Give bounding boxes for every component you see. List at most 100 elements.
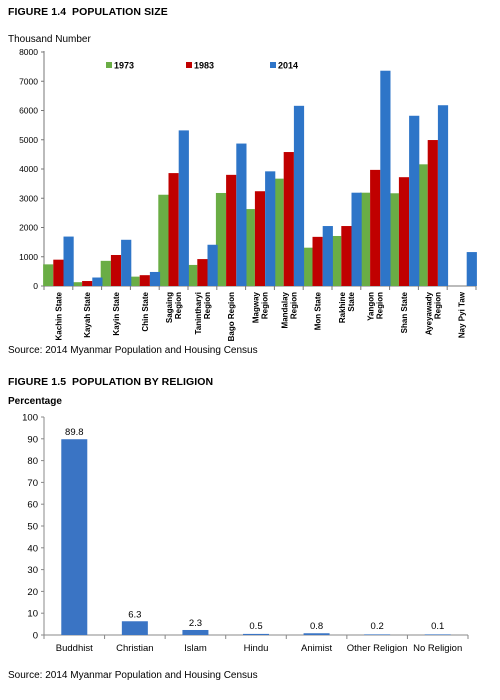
x-tick-label: Other Religion — [347, 643, 408, 654]
y-tick-label: 100 — [22, 413, 38, 424]
y-tick-label: 80 — [27, 456, 38, 467]
legend-label-2014: 2014 — [278, 61, 298, 71]
bar-1973-10 — [331, 235, 342, 286]
x-tick-label: Tanintharyi — [194, 292, 203, 335]
bar-2014-1 — [92, 277, 103, 286]
bar-1983-5 — [197, 259, 208, 286]
x-tick-label-group: Chin State — [141, 291, 150, 331]
y-tick-label: 40 — [27, 543, 38, 554]
y-axis-title: Percentage — [8, 396, 62, 407]
bar-1973-12 — [388, 193, 399, 286]
bar-1973-13 — [417, 164, 428, 286]
x-tick-label: Ayeyawady — [424, 291, 433, 335]
figure-1-4-source: Source: 2014 Myanmar Population and Hous… — [8, 345, 258, 356]
bar-1973-1 — [71, 282, 83, 286]
y-tick-label: 60 — [27, 500, 38, 511]
figure-1-5-caption: POPULATION BY RELIGION — [72, 376, 214, 388]
x-tick-label: Mandalay — [280, 291, 289, 328]
x-tick-label: Chin State — [141, 291, 150, 331]
x-tick-label-group: Bago Region — [227, 292, 236, 341]
x-tick-label: Christian — [116, 643, 154, 654]
x-tick-label: Sagaing — [165, 292, 174, 323]
figure-1-5-title: FIGURE 1.5 POPULATION BY RELIGION — [8, 376, 213, 388]
figure-1-5-source: Source: 2014 Myanmar Population and Hous… — [8, 670, 258, 681]
x-tick-label: Region — [203, 292, 212, 319]
bar-1983-3 — [139, 275, 150, 286]
x-tick-label-group: Nay Pyi Taw — [458, 291, 467, 338]
x-tick-label: Yangon — [367, 292, 376, 321]
x-tick-label: Islam — [184, 643, 207, 654]
x-tick-label: Region — [261, 292, 270, 319]
x-tick-label: Kayin State — [112, 291, 121, 335]
y-tick-label: 8000 — [19, 47, 38, 57]
bar-islam — [182, 629, 209, 635]
data-label: 0.5 — [249, 621, 262, 632]
bar-animist — [303, 633, 330, 635]
data-label: 0.2 — [371, 621, 384, 632]
x-tick-label: Mon State — [314, 291, 323, 330]
bar-2014-7 — [265, 171, 276, 286]
bar-buddhist — [61, 439, 88, 635]
bar-1973-5 — [187, 264, 198, 286]
x-tick-label: Kayah State — [83, 291, 92, 337]
y-tick-label: 70 — [27, 478, 38, 489]
figure-1-5-number: FIGURE 1.5 — [8, 376, 67, 388]
x-tick-label: Animist — [301, 643, 333, 654]
y-tick-label: 0 — [33, 281, 38, 291]
legend-label-1973: 1973 — [114, 61, 134, 71]
religion-chart: Percentage 0 10 20 30 40 50 60 70 80 90 100 89.8 Budd… — [8, 396, 469, 654]
x-tick-label: Region — [433, 292, 442, 319]
bar-1973-8 — [273, 178, 284, 286]
legend-swatch-2014 — [270, 62, 276, 68]
y-tick-label: 5000 — [19, 135, 38, 145]
x-tick-label-group: Tanintharyi Region — [194, 292, 212, 335]
bar-1973-9 — [302, 247, 313, 286]
x-tick-label: Region — [289, 292, 298, 319]
bar-1983-6 — [226, 174, 237, 286]
bar-1983-1 — [82, 281, 93, 286]
bar-1973-0 — [43, 264, 54, 286]
bar-hindu — [243, 633, 269, 635]
bar-1983-7 — [254, 191, 266, 286]
y-tick-label: 20 — [27, 587, 38, 598]
bar-2014-10 — [351, 192, 362, 286]
x-tick-label: Magway — [252, 291, 261, 323]
y-tick-label: 0 — [33, 631, 38, 642]
x-tick-label: Region — [174, 292, 183, 319]
data-label: 89.8 — [65, 427, 84, 438]
bar-2014-6 — [236, 143, 247, 286]
x-tick-label: Shan State — [400, 291, 409, 333]
y-tick-label: 90 — [27, 434, 38, 445]
x-tick-label-group: Mandalay Region — [280, 291, 298, 328]
data-label: 2.3 — [189, 618, 202, 629]
x-tick-label: Buddhist — [56, 643, 93, 654]
x-tick-label: Kachin State — [54, 291, 63, 340]
bar-2014-4 — [178, 130, 189, 286]
x-tick-label-group: Yangon Region — [367, 292, 385, 321]
x-tick-label: Nay Pyi Taw — [458, 291, 467, 338]
bar-other-religion — [364, 634, 391, 635]
x-tick-label: Region — [376, 292, 385, 319]
y-tick-label: 50 — [27, 522, 38, 533]
bar-2014-0 — [63, 236, 74, 286]
bar-1973-7 — [244, 209, 255, 286]
x-tick-label-group: Ayeyawady Region — [424, 291, 442, 335]
y-tick-label: 7000 — [19, 76, 38, 86]
bar-2014-13 — [437, 105, 449, 286]
y-tick-label: 2000 — [19, 223, 38, 233]
x-tick-label-group: Mon State — [314, 291, 323, 330]
bar-1983-12 — [398, 177, 410, 286]
x-tick-label-group: Sagaing Region — [165, 292, 183, 323]
bar-1983-4 — [168, 173, 179, 286]
legend-swatch-1973 — [106, 62, 112, 68]
x-tick-label: State — [347, 291, 356, 311]
bar-1973-3 — [129, 276, 140, 286]
bar-2014-9 — [322, 226, 333, 286]
data-label: 6.3 — [128, 609, 141, 620]
figure-1-4-number: FIGURE 1.4 — [8, 6, 67, 18]
y-tick-label: 30 — [27, 565, 38, 576]
bar-1983-11 — [370, 169, 381, 286]
y-tick-label: 10 — [27, 609, 38, 620]
bar-1973-2 — [100, 260, 111, 286]
y-tick-label: 6000 — [19, 106, 38, 116]
